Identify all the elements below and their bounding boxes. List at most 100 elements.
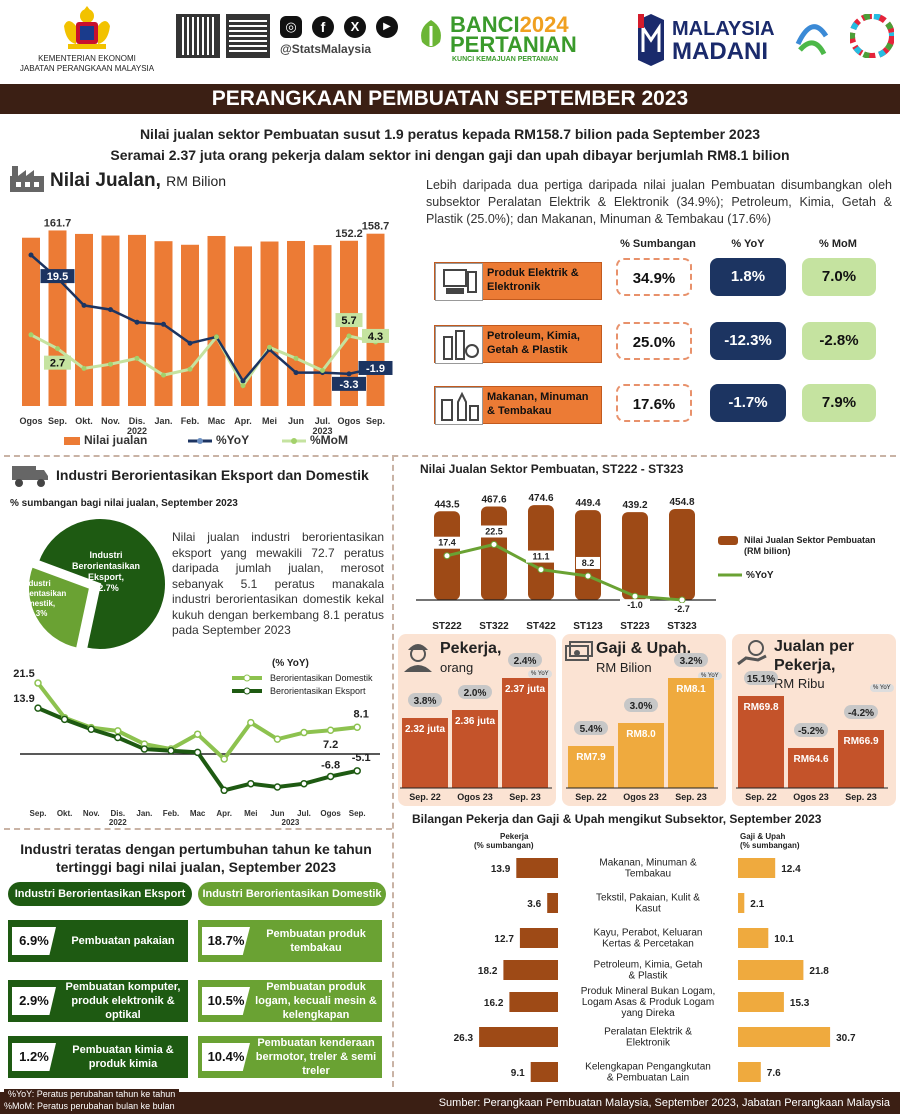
subsector-bars-title: Bilangan Pekerja dan Gaji & Upah mengiku… [412, 812, 822, 826]
industry-pct: 18.7% [202, 927, 250, 955]
workers-badge: % YoY [528, 670, 552, 678]
subsector-category-label: & Pembuatan Lain [607, 1073, 689, 1084]
domestic-point [193, 730, 202, 738]
pie-label-export: 72.7% [93, 583, 119, 593]
quarterly-bar [669, 509, 695, 600]
instagram-icon[interactable]: ◎ [280, 16, 302, 38]
food-products-icon [435, 387, 483, 425]
yoy-point [187, 340, 193, 346]
line-value-label: 21.5 [13, 668, 34, 680]
top-industries-title: Industri teratas dengan pertumbuhan tahu… [0, 840, 392, 876]
line-value-bg [432, 536, 462, 549]
industry-label: Pembuatan komputer, produk elektronik & … [65, 981, 181, 1021]
mom-point [346, 333, 352, 339]
subsector-category-label: yang Direka [621, 1008, 675, 1019]
bar-value-label: 2.1 [750, 899, 764, 910]
year-label: 2022 [109, 818, 127, 827]
header: KEMENTERIAN EKONOMI JABATAN PERANGKAAN M… [0, 0, 900, 84]
mom-point [187, 366, 193, 372]
workers-bar [519, 928, 558, 948]
yoy-point [134, 319, 140, 325]
money-icon [565, 641, 593, 661]
line-value-label: 13.9 [13, 693, 34, 705]
legend-swatch [197, 438, 203, 444]
banci-subtitle: PERTANIAN [450, 32, 577, 57]
line-value-bg [576, 556, 600, 569]
x-tick-label: ST223 [620, 621, 650, 632]
quarterly-yoy-point [490, 541, 498, 548]
bar-value-label: 10.1 [774, 934, 794, 945]
header-mom: % MoM [819, 238, 857, 250]
bar-value-label: RM8.1 [676, 684, 706, 695]
sales-chart-title: Nilai Jualan, RM Bilion [50, 170, 226, 192]
yoy-pill [744, 671, 778, 685]
workers-title: Pekerja, [440, 640, 502, 657]
pie-label-domestic: Berorientasikan [10, 589, 66, 598]
x-icon[interactable]: X [344, 16, 366, 38]
x-tick-label: Jan. [136, 809, 152, 818]
subsector-category-label: Peralatan Elektrik & [604, 1027, 692, 1038]
spw-title: Jualan per Pekerja, [774, 638, 855, 674]
export-industries-tab[interactable]: Industri Berorientasikan Eksport [8, 882, 192, 906]
sales-bar [366, 233, 385, 406]
line-value-label: 4.3 [368, 331, 383, 343]
yoy-point [293, 370, 299, 376]
bar-value-label: RM66.9 [843, 736, 878, 747]
yoy-line [30, 254, 376, 384]
wages-bar [738, 928, 769, 948]
mom-point [240, 383, 246, 389]
subsector-mom: -2.8% [802, 322, 876, 360]
yoy-pill [844, 705, 878, 719]
qr-code-icon[interactable] [226, 14, 270, 58]
subsector-row: Makanan, Minuman & Tembakau [434, 386, 602, 425]
line-value-label: 11.1 [532, 552, 549, 562]
bar-value-label: RM8.0 [626, 729, 656, 740]
line-value-label: 2.7 [50, 358, 65, 370]
workers-bar [479, 1027, 558, 1047]
industry-pct: 6.9% [12, 927, 56, 955]
divider [4, 455, 896, 457]
mom-point [81, 365, 87, 371]
legend-swatch [291, 438, 297, 444]
wages-bar [738, 1027, 831, 1047]
youtube-icon[interactable]: ▶ [376, 16, 398, 38]
domestic-industries-tab[interactable]: Industri Berorientasikan Domestik [198, 882, 386, 906]
bar-value-label: 16.2 [484, 998, 504, 1009]
mom-point [267, 344, 272, 350]
qr-code-icon[interactable] [176, 14, 220, 58]
electronics-icon [435, 263, 483, 301]
panel-bar [402, 718, 448, 788]
bar-value-label: RM69.8 [743, 702, 778, 713]
subsector-category-label: Kayu, Perabot, Keluaran [594, 928, 703, 939]
yoy-label: -5.2% [798, 726, 824, 737]
industry-label: Pembuatan pakaian [71, 935, 175, 947]
quarterly-bar [575, 510, 601, 600]
x-tick-label: Sep. 22 [745, 792, 777, 802]
sales-bar [287, 240, 305, 406]
yoy-label: 2.0% [464, 688, 487, 699]
line-value-label: 5.7 [341, 315, 356, 327]
x-tick-label: Feb. [181, 416, 200, 426]
subsector-label: Produk Elektrik & Elektronik [487, 267, 579, 293]
export-point [353, 767, 361, 775]
subsector-category-label: Makanan, Minuman & [599, 858, 697, 869]
social-handle[interactable]: @StatsMalaysia [280, 42, 372, 56]
x-tick-label: ST222 [432, 621, 462, 632]
bar-value-label: 12.4 [781, 864, 801, 875]
yoy-point [346, 371, 352, 377]
panel-bar [738, 696, 784, 788]
x-tick-label: Dis. [129, 416, 146, 426]
legend-swatch [718, 536, 738, 545]
x-tick-label: Mac [190, 809, 206, 818]
panel-bar [668, 678, 714, 788]
facebook-icon[interactable]: f [312, 16, 334, 38]
yoy-label: 3.2% [680, 656, 703, 667]
subsector-yoy: -1.7% [710, 384, 786, 422]
legend-label: Nilai Jualan Sektor Pembuatan [744, 535, 876, 545]
subsector-category-label: Logam Asas & Produk Logam [582, 997, 714, 1008]
line-value-label: 22.5 [485, 527, 503, 537]
line-value-label: -2.7 [674, 604, 690, 614]
industry-label: Pembuatan produk tembakau [266, 928, 366, 954]
workers-bar [503, 960, 558, 980]
subsector-category-label: & Plastik [629, 971, 669, 982]
